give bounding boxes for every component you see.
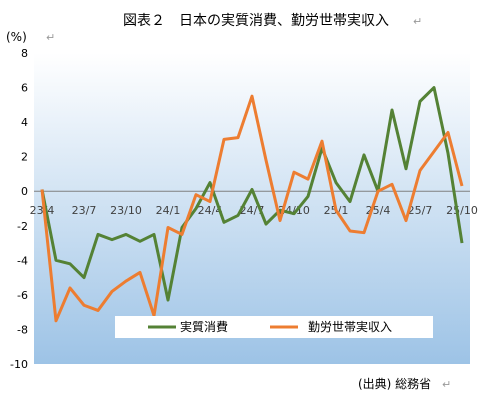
x-tick-label: 23/7: [72, 204, 97, 217]
x-tick-label: 24/4: [198, 204, 223, 217]
x-tick-label: 24/10: [278, 204, 310, 217]
x-tick-label: 24/1: [156, 204, 181, 217]
y-tick-label: 8: [21, 47, 28, 60]
y-tick-label: -2: [17, 220, 28, 233]
series-line-consumption: [40, 86, 464, 302]
x-tick-label: 23/4: [30, 204, 55, 217]
chart-title: 図表２ 日本の実質消費、勤労世帯実収入: [123, 13, 389, 29]
y-unit-label: (%): [6, 30, 27, 44]
title-return-mark: ↵: [413, 15, 422, 28]
y-tick-label: 0: [21, 185, 28, 198]
plot-area: [34, 53, 470, 364]
y-tick-label: -6: [17, 289, 28, 302]
x-tick-label: 25/7: [408, 204, 433, 217]
y-tick-label: -8: [17, 323, 28, 336]
source-return-mark: ↵: [442, 378, 451, 391]
y-tick-label: 6: [21, 82, 28, 95]
unit-return-mark: ↵: [46, 31, 55, 44]
legend-label-income: 勤労世帯実収入: [308, 319, 392, 334]
x-tick-label: 23/10: [110, 204, 142, 217]
source-note: (出典) 総務省: [358, 377, 431, 391]
x-axis-ticks: 23/4 23/7 23/10 24/1 24/4 24/7 24/10 25/1 25/4 25…: [30, 204, 478, 217]
series-layer: [40, 86, 464, 323]
series-line-income: [40, 94, 464, 323]
y-tick-label: -10: [10, 358, 28, 371]
legend-label-consumption: 実質消費: [180, 319, 228, 334]
y-axis-ticks: -10 -8 -6 -4 -2 0 2 4 6 8: [10, 47, 28, 371]
y-tick-label: 2: [21, 151, 28, 164]
y-tick-label: 4: [21, 116, 28, 129]
y-tick-label: -4: [17, 254, 28, 267]
x-tick-label: 25/10: [446, 204, 478, 217]
